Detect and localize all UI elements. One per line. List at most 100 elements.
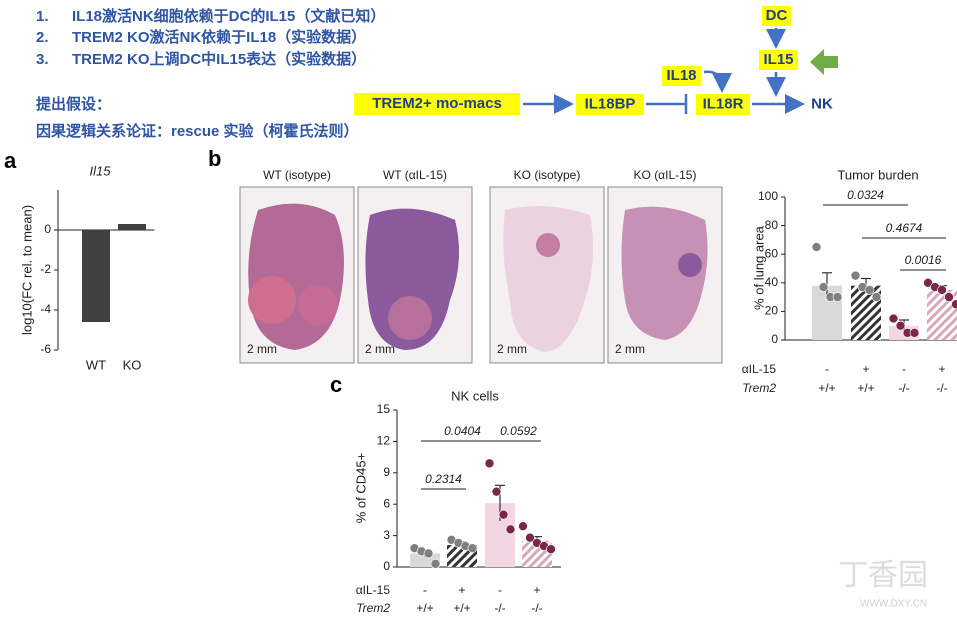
data-point <box>491 486 502 497</box>
y-tick-label: 0 <box>44 222 51 236</box>
y-tick-label: -2 <box>40 262 51 276</box>
node-box <box>662 66 701 86</box>
chart-title: NK cells <box>451 388 499 403</box>
node: IL15 <box>763 51 793 68</box>
x-tick-label: WT <box>86 357 106 372</box>
row-value: -/- <box>494 601 505 615</box>
note-text: TREM2 KO激活NK依赖于IL18（实验数据） <box>72 28 366 46</box>
y-axis-label: log10(FC rel. to mean) <box>19 205 34 335</box>
bar <box>118 224 146 230</box>
scale-bar: 2 mm <box>365 342 395 356</box>
row-value: -/- <box>898 381 909 395</box>
y-tick-label: 3 <box>383 528 390 542</box>
data-point <box>850 270 861 281</box>
tumor <box>248 276 296 324</box>
data-point <box>467 543 478 553</box>
data-point <box>944 292 954 302</box>
row-label: Trem2 <box>356 601 390 615</box>
row-value: - <box>498 583 502 597</box>
image-title: KO (isotype) <box>514 168 581 182</box>
p-value: 0.0324 <box>847 188 884 202</box>
tissue <box>621 206 708 340</box>
data-point <box>818 282 829 292</box>
node: IL18R <box>703 95 744 112</box>
x-tick-label: KO <box>123 357 142 372</box>
histology-images <box>239 186 723 364</box>
row-label: Trem2 <box>742 381 776 395</box>
scale-bar: 2 mm <box>497 342 527 356</box>
arrow <box>703 70 732 93</box>
data-point <box>864 285 875 295</box>
node: TREM2+ mo-macs <box>372 95 502 112</box>
scale-bar: 2 mm <box>247 342 277 356</box>
data-point <box>871 292 882 302</box>
panel-label: c <box>330 372 342 397</box>
row-value: -/- <box>531 601 542 615</box>
node-box <box>576 94 644 115</box>
data-point <box>951 299 957 310</box>
tumor <box>298 285 338 325</box>
node-box <box>762 6 791 26</box>
note-text: TREM2 KO上调DC中IL15表达（实验数据） <box>72 50 366 68</box>
y-tick-label: -6 <box>40 342 51 356</box>
row-value: +/+ <box>857 381 874 395</box>
chart-title: Tumor burden <box>837 167 918 182</box>
row-value: + <box>458 583 465 597</box>
row-value: +/+ <box>818 381 835 395</box>
data-point <box>518 521 528 531</box>
node: NK <box>811 95 833 112</box>
node-box <box>759 50 798 70</box>
row-value: + <box>533 583 540 597</box>
y-axis-label: % of CD45+ <box>353 453 368 523</box>
data-point <box>937 285 947 295</box>
row-value: - <box>825 362 829 376</box>
data-point <box>923 277 933 288</box>
row-value: +/+ <box>416 601 433 615</box>
y-tick-label: -4 <box>40 302 51 316</box>
row-label: αIL-15 <box>742 362 777 376</box>
data-point <box>525 532 535 543</box>
y-tick-label: 40 <box>765 275 779 289</box>
image-title: KO (αIL-15) <box>634 168 697 182</box>
y-tick-label: 6 <box>383 496 390 510</box>
data-point <box>505 524 516 535</box>
row-value: - <box>423 583 427 597</box>
note-number: 1. <box>36 8 49 25</box>
tumor <box>536 233 560 257</box>
note-text: IL18激活NK细胞依赖于DC的IL15（文献已知） <box>72 7 385 25</box>
note-number: 3. <box>36 51 49 68</box>
tumor <box>388 296 432 340</box>
tissue <box>503 206 594 352</box>
y-tick-label: 60 <box>765 246 779 260</box>
data-point <box>909 328 920 338</box>
row-label: αIL-15 <box>356 583 391 597</box>
data-point <box>546 544 556 555</box>
row-value: + <box>938 362 945 376</box>
data-point <box>498 509 509 520</box>
argument: 因果逻辑关系论证：rescue 实验（柯霍氏法则） <box>36 122 359 140</box>
data-point <box>811 242 822 252</box>
data-point <box>484 458 495 469</box>
p-value: 0.2314 <box>425 472 462 486</box>
node: DC <box>766 7 788 24</box>
y-tick-label: 0 <box>383 559 390 573</box>
y-tick-label: 12 <box>377 434 391 448</box>
data-point <box>423 548 434 559</box>
node-box <box>354 93 520 115</box>
data-point <box>895 320 906 331</box>
y-tick-label: 100 <box>758 189 778 203</box>
row-value: - <box>902 362 906 376</box>
bar <box>82 230 110 322</box>
row-value: +/+ <box>453 601 470 615</box>
y-tick-label: 20 <box>765 304 779 318</box>
node: IL18BP <box>585 95 636 112</box>
p-value: 0.0016 <box>905 253 942 267</box>
hypothesis: 提出假设： <box>36 95 111 113</box>
data-point <box>430 559 441 569</box>
panel-label: b <box>208 146 221 171</box>
tumor <box>678 253 702 277</box>
note-number: 2. <box>36 29 49 46</box>
row-value: -/- <box>936 381 947 395</box>
panel-label: a <box>4 148 17 173</box>
